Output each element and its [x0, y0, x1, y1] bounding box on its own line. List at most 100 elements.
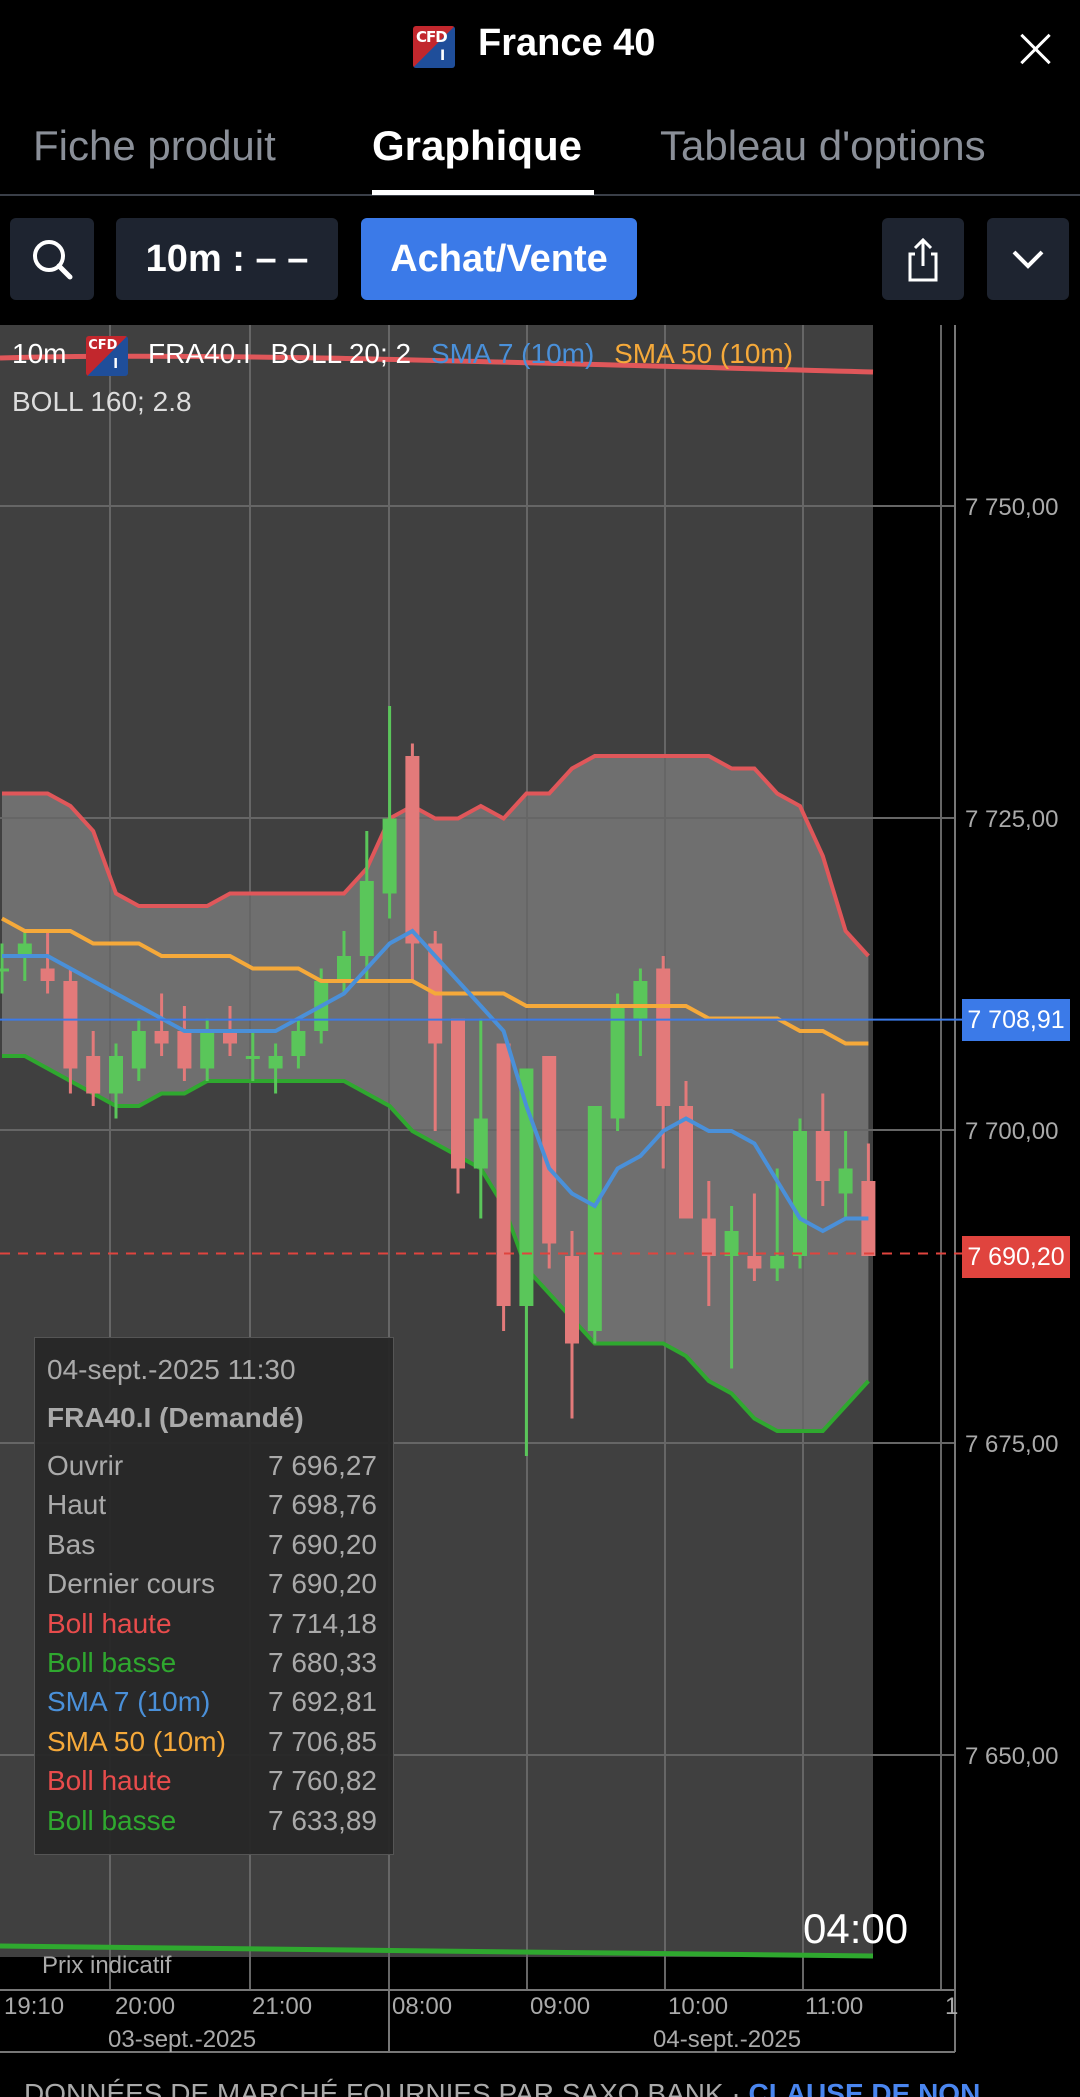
tooltip-key: Bas — [47, 1528, 96, 1560]
candle-body — [109, 1056, 123, 1094]
tooltip-value: 7 680,33 — [268, 1647, 377, 1678]
current-price-tag: 7 708,91 — [962, 999, 1070, 1041]
x-axis-label: 10:00 — [668, 1993, 728, 2020]
legend-instrument: FRA40.I — [148, 338, 251, 370]
tooltip-value: 7 690,20 — [268, 1568, 377, 1600]
legend-interval: 10m — [12, 338, 67, 370]
tooltip-row: Dernier cours 7 690,20 — [47, 1568, 387, 1606]
sma50-line — [1, 916, 869, 1046]
tooltip-value: 7 706,85 — [268, 1725, 377, 1757]
tooltip-value: 7 698,76 — [268, 1489, 377, 1521]
candle-body — [245, 1056, 260, 1059]
candle-body — [177, 1031, 192, 1069]
candle-countdown: 04:00 — [803, 1905, 909, 1952]
tooltip-date: 04-sept.-2025 11:30 — [47, 1354, 296, 1385]
tooltip-value: 7 690,20 — [268, 1528, 377, 1560]
tooltip-row: Haut 7 698,76 — [47, 1489, 387, 1527]
y-axis-label: 7 750,00 — [965, 494, 1058, 521]
indicative-price-label: Prix indicatif — [42, 1952, 172, 1979]
candle-body — [359, 881, 374, 956]
candle-body — [291, 1031, 306, 1056]
legend-boll-20: BOLL 20; 2 — [270, 338, 412, 370]
candle-body — [223, 1031, 237, 1044]
tooltip-row: Boll haute 7 760,82 — [47, 1765, 387, 1803]
candle-body — [815, 1131, 830, 1181]
boll-upper-line — [2, 754, 870, 958]
tooltip-row: Ouvrir 7 696,27 — [47, 1450, 387, 1488]
candle-body — [131, 1031, 146, 1069]
interval-selector[interactable]: 10m : – – — [116, 218, 338, 300]
tab-tableau-options[interactable]: Tableau d'options — [660, 122, 986, 169]
cfd-badge-icon: CFD I — [413, 26, 455, 68]
boll-lower-line — [2, 1054, 870, 1433]
legend-sma7: SMA 7 (10m) — [430, 338, 595, 370]
footer-text: DONNÉES DE MARCHÉ FOURNIES PAR SAXO BANK… — [24, 2078, 749, 2097]
candle-body — [542, 1056, 557, 1244]
chevron-down-icon — [1012, 250, 1044, 269]
candle-body — [496, 1043, 511, 1306]
tooltip-row: SMA 50 (10m) 7 706,85 — [47, 1726, 387, 1764]
tooltip-key: Boll haute — [47, 1607, 172, 1639]
buy-sell-button[interactable]: Achat/Vente — [361, 218, 637, 300]
candle-body — [701, 1218, 716, 1256]
tooltip-value: 7 714,18 — [268, 1607, 377, 1639]
chart-legend: 10m CFD I FRA40.I BOLL 20; 2 SMA 7 (10m) … — [12, 336, 805, 376]
x-axis-label: 1 — [945, 1993, 958, 2020]
tooltip-instrument: FRA40.I (Demandé) — [47, 1402, 304, 1433]
candle-body — [838, 1168, 853, 1194]
date-axis-label: 04-sept.-2025 — [653, 2026, 801, 2053]
tooltip-key: Haut — [47, 1489, 107, 1521]
candle-body — [770, 1256, 785, 1269]
search-icon — [33, 240, 73, 280]
tab-fiche-produit[interactable]: Fiche produit — [33, 122, 276, 169]
x-axis-label: 11:00 — [805, 1993, 863, 2020]
y-axis-label: 7 675,00 — [965, 1431, 1058, 1458]
footer-disclaimer: DONNÉES DE MARCHÉ FOURNIES PAR SAXO BANK… — [24, 2078, 980, 2097]
last-price-tag: 7 690,20 — [962, 1236, 1070, 1278]
boll2-lower-line — [0, 1943, 874, 1959]
candle-body — [724, 1231, 739, 1256]
expand-button[interactable] — [987, 218, 1069, 300]
candle-body — [587, 1106, 602, 1331]
tab-graphique[interactable]: Graphique — [372, 122, 583, 169]
x-axis-label: 20:00 — [115, 1993, 175, 2020]
sma7-line — [2, 928, 869, 1234]
candle-body — [793, 1131, 807, 1256]
candle-body — [0, 968, 9, 972]
y-axis-label: 7 725,00 — [965, 806, 1058, 833]
tooltip-key: Boll basse — [47, 1804, 177, 1836]
cfd-icon: CFD I — [86, 336, 129, 376]
x-axis-label: 08:00 — [392, 1993, 452, 2020]
x-axis-label: 21:00 — [252, 1993, 312, 2020]
candle-body — [200, 1031, 215, 1069]
share-icon — [908, 237, 938, 282]
disclaimer-link[interactable]: CLAUSE DE NON — [748, 2078, 981, 2097]
tooltip-key: SMA 7 (10m) — [47, 1686, 211, 1718]
tooltip-value: 7 696,27 — [268, 1450, 377, 1481]
badge-bottom-text: I — [440, 48, 446, 64]
tab-bar: Fiche produit Graphique Tableau d'option… — [0, 110, 1080, 196]
x-axis-label: 19:10 — [4, 1993, 64, 2020]
share-button[interactable] — [882, 218, 964, 300]
tooltip-value: 7 692,81 — [268, 1686, 377, 1718]
tooltip-key: Dernier cours — [47, 1568, 216, 1600]
candle-body — [679, 1106, 693, 1219]
active-tab-indicator — [372, 190, 594, 195]
badge-top-text: CFD — [416, 28, 448, 46]
candle-body — [86, 1056, 101, 1094]
tooltip-key: SMA 50 (10m) — [47, 1725, 226, 1757]
candle-body — [633, 981, 648, 1019]
page-title: France 40 — [478, 22, 656, 64]
search-button[interactable] — [10, 218, 94, 300]
candle-body — [405, 756, 420, 944]
tooltip-key: Boll haute — [47, 1765, 172, 1797]
date-axis-label: 03-sept.-2025 — [108, 2026, 256, 2053]
candle-body — [63, 981, 78, 1069]
legend-boll-160: BOLL 160; 2.8 — [12, 386, 192, 417]
tooltip-row: SMA 7 (10m) 7 692,81 — [47, 1686, 387, 1724]
y-axis-label: 7 700,00 — [965, 1118, 1058, 1145]
tooltip-key: Ouvrir — [47, 1450, 124, 1481]
tooltip-value: 7 633,89 — [268, 1804, 377, 1836]
candle-body — [473, 1118, 488, 1169]
y-axis-label: 7 650,00 — [965, 1743, 1058, 1770]
